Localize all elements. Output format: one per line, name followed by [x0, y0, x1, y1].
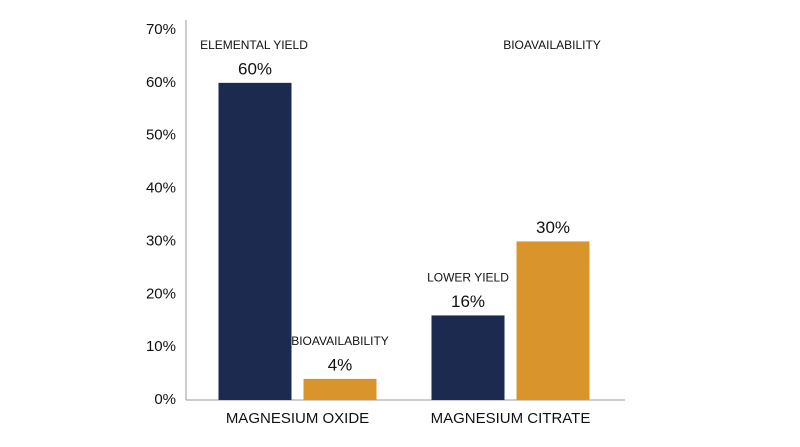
bar: [516, 241, 590, 400]
bar: [303, 378, 377, 400]
bar-annotation: LOWER YIELD: [427, 271, 509, 285]
value-label: 4%: [328, 355, 353, 374]
value-label: 16%: [451, 292, 485, 311]
value-label: 30%: [536, 218, 570, 237]
bar: [218, 82, 292, 400]
y-tick-label: 20%: [146, 285, 176, 302]
y-tick-label: 10%: [146, 338, 176, 355]
y-tick-label: 60%: [146, 74, 176, 91]
bar: [431, 315, 505, 400]
bar-annotation: ELEMENTAL YIELD: [200, 38, 308, 52]
y-tick-label: 70%: [146, 21, 176, 38]
value-label: 60%: [238, 59, 272, 78]
y-tick-label: 0%: [154, 391, 176, 408]
bar-annotation: BIOAVAILABILITY: [503, 38, 601, 52]
x-tick-label: MAGNESIUM CITRATE: [431, 410, 591, 427]
bar-annotation: BIOAVAILABILITY: [291, 334, 389, 348]
y-tick-label: 40%: [146, 180, 176, 197]
x-tick-label: MAGNESIUM OXIDE: [226, 410, 369, 427]
y-tick-label: 50%: [146, 127, 176, 144]
y-tick-label: 30%: [146, 232, 176, 249]
